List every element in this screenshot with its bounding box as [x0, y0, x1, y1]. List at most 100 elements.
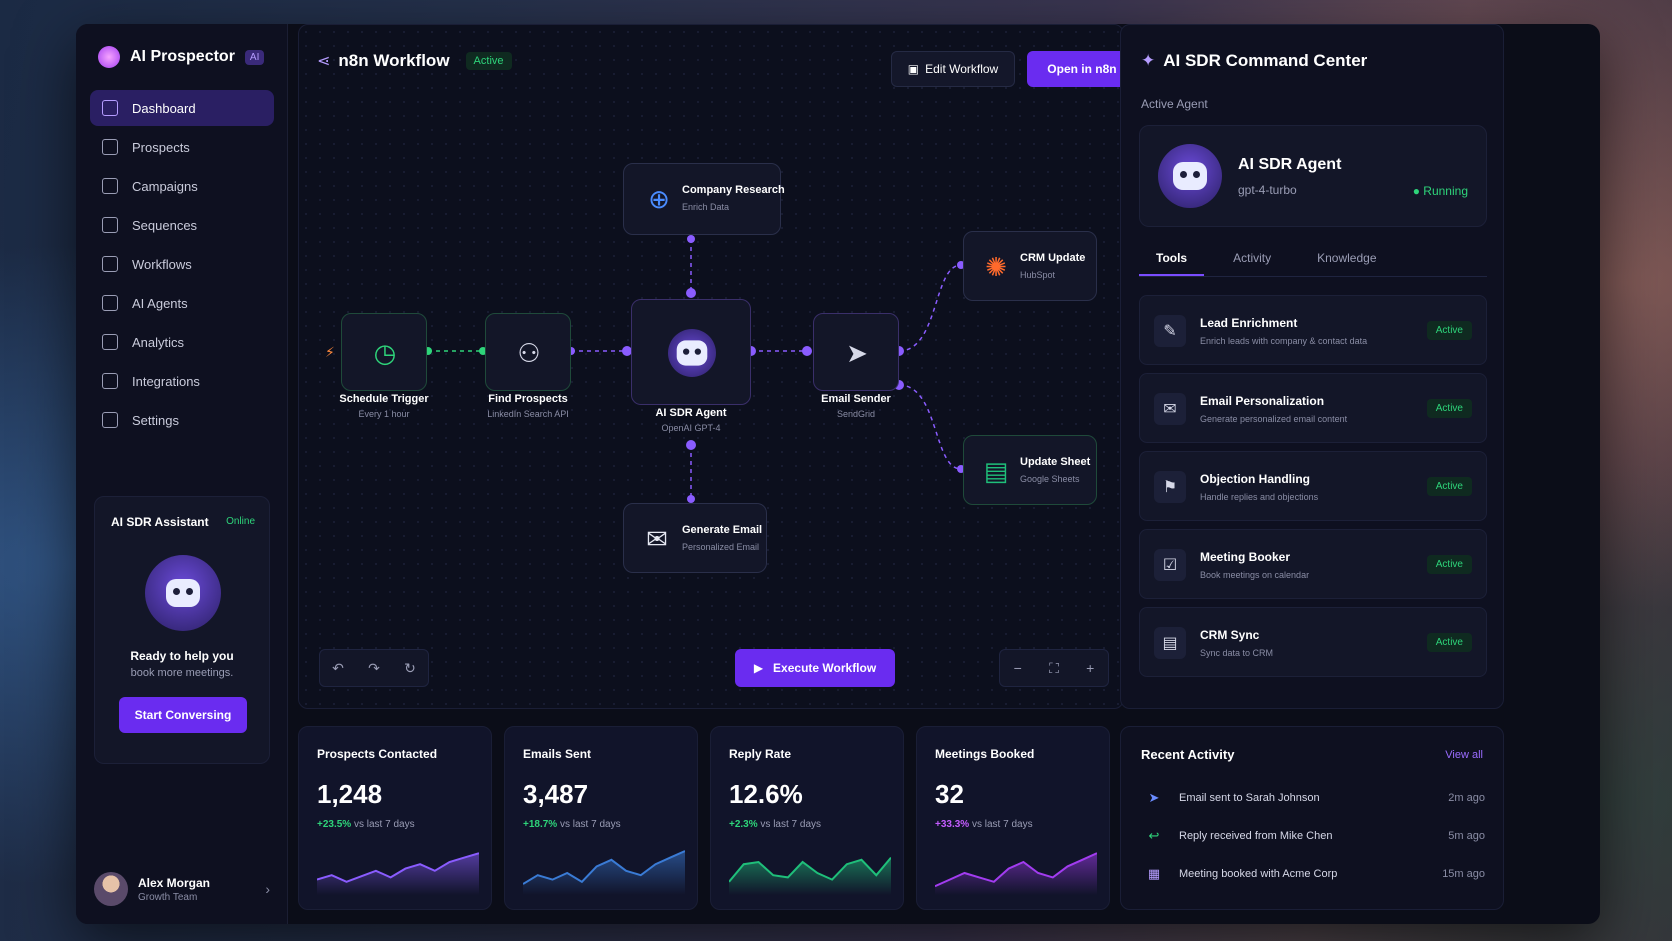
brand-badge: AI	[244, 49, 265, 65]
refresh-icon[interactable]: ↻	[404, 659, 416, 676]
sparkline	[317, 852, 479, 895]
stat-value: 3,487	[523, 779, 589, 809]
calendar-icon: ▦	[1147, 866, 1161, 881]
tool-meeting-booker[interactable]: ☑ Meeting Booker Book meetings on calend…	[1139, 529, 1487, 599]
stat-card-meetings: Meetings Booked 32 +33.3% vs last 7 days	[916, 726, 1110, 910]
node-label: Email Sender	[821, 393, 891, 405]
share-icon: ⋖	[317, 53, 331, 70]
stat-card-prospects: Prospects Contacted 1,248 +23.5% vs last…	[298, 726, 492, 910]
activity-time: 5m ago	[1448, 830, 1485, 842]
sidebar-item-label: Integrations	[132, 373, 200, 389]
open-label: Open in n8n	[1047, 62, 1117, 76]
gear-icon	[102, 412, 118, 428]
workflow-header: ⋖ n8n Workflow Active	[317, 51, 512, 71]
node-find-prospects[interactable]: ⚇	[485, 313, 571, 391]
sidebar-item-integrations[interactable]: Integrations	[90, 363, 274, 399]
sidebar-item-settings[interactable]: Settings	[90, 402, 274, 438]
node-update-sheet[interactable]: ▤ Update Sheet Google Sheets	[963, 435, 1097, 505]
undo-icon[interactable]: ↶	[332, 659, 344, 676]
node-sub: LinkedIn Search API	[487, 409, 569, 419]
node-schedule-trigger[interactable]: ◷	[341, 313, 427, 391]
stat-delta-text: vs last 7 days	[760, 819, 822, 830]
execute-workflow-button[interactable]: ▶ Execute Workflow	[735, 649, 895, 687]
node-label: Generate Email	[682, 524, 763, 536]
activity-item[interactable]: ➤ Email sent to Sarah Johnson 2m ago	[1145, 787, 1485, 809]
assistant-card: AI SDR Assistant Online Ready to help yo…	[94, 496, 270, 764]
tool-objection-handling[interactable]: ⚑ Objection Handling Handle replies and …	[1139, 451, 1487, 521]
node-sub: Every 1 hour	[358, 409, 410, 419]
sidebar-item-label: AI Agents	[132, 295, 188, 311]
workflow-title: n8n Workflow	[338, 51, 450, 70]
node-generate-email[interactable]: ✉ Generate Email Personalized Email	[623, 503, 767, 573]
edit-icon: ▣	[907, 62, 920, 76]
sparkline-area	[729, 857, 891, 895]
brand-name: AI Prospector	[130, 48, 235, 65]
sparkline-line	[317, 852, 479, 883]
tool-desc: Enrich leads with company & contact data	[1200, 336, 1368, 346]
node-label: CRM Update	[1020, 252, 1086, 264]
node-crm-update[interactable]: ✺ CRM Update HubSpot	[963, 231, 1097, 301]
stat-value: 1,248	[317, 779, 383, 809]
stat-delta-text: vs last 7 days	[971, 819, 1033, 830]
zoom-out-icon[interactable]: −	[1013, 660, 1022, 676]
logo-icon	[98, 46, 120, 68]
stat-delta-value: +2.3%	[729, 819, 758, 830]
agent-model: gpt-4-turbo	[1238, 183, 1297, 197]
sparkline-area	[935, 853, 1097, 895]
sparkline-area	[523, 851, 685, 895]
activity-item[interactable]: ↩ Reply received from Mike Chen 5m ago	[1145, 825, 1485, 847]
sidebar-item-prospects[interactable]: Prospects	[90, 129, 274, 165]
zoom-in-icon[interactable]: +	[1086, 660, 1095, 676]
node-label: Update Sheet	[1020, 456, 1091, 468]
agent-card[interactable]: AI SDR Agent gpt-4-turbo ● Running	[1139, 125, 1487, 227]
user-team: Growth Team	[138, 891, 198, 903]
tool-desc: Handle replies and objections	[1200, 492, 1319, 502]
sidebar-item-analytics[interactable]: Analytics	[90, 324, 274, 360]
analytics-icon	[102, 334, 118, 350]
start-conversing-button[interactable]: Start Conversing	[119, 697, 247, 733]
node-ai-sdr-agent[interactable]	[631, 299, 751, 405]
campaign-icon	[102, 178, 118, 194]
tool-lead-enrichment[interactable]: ✎ Lead Enrichment Enrich leads with comp…	[1139, 295, 1487, 365]
tab-tools[interactable]: Tools	[1139, 243, 1205, 276]
sparkline	[935, 852, 1097, 895]
activity-item[interactable]: ▦ Meeting booked with Acme Corp 15m ago	[1145, 863, 1485, 885]
assistant-message: Ready to help you	[130, 649, 234, 663]
send-icon: ➤	[846, 337, 868, 368]
brand: AI Prospector AI	[98, 46, 265, 68]
hubspot-icon: ✺	[985, 251, 1007, 282]
tool-email-personalization[interactable]: ✉ Email Personalization Generate persona…	[1139, 373, 1487, 443]
node-email-sender[interactable]: ➤	[813, 313, 899, 391]
node-company-research[interactable]: ⊕ Company Research Enrich Data	[623, 163, 785, 235]
sparkline-line	[729, 856, 891, 883]
stat-title: Emails Sent	[523, 747, 592, 761]
assistant-title: AI SDR Assistant	[111, 515, 209, 529]
sidebar-item-ai-agents[interactable]: AI Agents	[90, 285, 274, 321]
tab-activity[interactable]: Activity	[1233, 251, 1272, 265]
sidebar-item-sequences[interactable]: Sequences	[90, 207, 274, 243]
command-center-title: AI SDR Command Center	[1163, 51, 1368, 70]
status-badge: Active	[1426, 321, 1472, 340]
tab-knowledge[interactable]: Knowledge	[1317, 251, 1377, 265]
edit-workflow-label: Edit Workflow	[925, 62, 999, 76]
sidebar-item-campaigns[interactable]: Campaigns	[90, 168, 274, 204]
sidebar-item-label: Dashboard	[132, 100, 196, 116]
tool-name: Lead Enrichment	[1200, 316, 1298, 330]
redo-icon[interactable]: ↷	[368, 659, 380, 676]
sidebar-item-workflows[interactable]: Workflows	[90, 246, 274, 282]
user-profile[interactable]: Alex Morgan Growth Team ›	[94, 872, 270, 906]
fit-screen-icon[interactable]: ⛶	[1049, 659, 1059, 676]
tool-crm-sync[interactable]: ▤ CRM Sync Sync data to CRM Active	[1139, 607, 1487, 677]
tool-name: Email Personalization	[1200, 394, 1325, 408]
activity-time: 2m ago	[1448, 792, 1485, 804]
agent-name: AI SDR Agent	[1238, 156, 1342, 173]
sidebar-nav: Dashboard Prospects Campaigns Sequences …	[90, 90, 274, 441]
node-sub: SendGrid	[836, 409, 876, 419]
view-all-link[interactable]: View all	[1445, 749, 1483, 761]
sidebar-item-dashboard[interactable]: Dashboard	[90, 90, 274, 126]
edit-workflow-button[interactable]: ▣ Edit Workflow	[891, 51, 1015, 87]
sparkline-line	[523, 850, 685, 885]
tool-desc: Book meetings on calendar	[1200, 570, 1310, 580]
workflow-icon	[102, 256, 118, 272]
robot-avatar-icon	[1158, 144, 1222, 208]
